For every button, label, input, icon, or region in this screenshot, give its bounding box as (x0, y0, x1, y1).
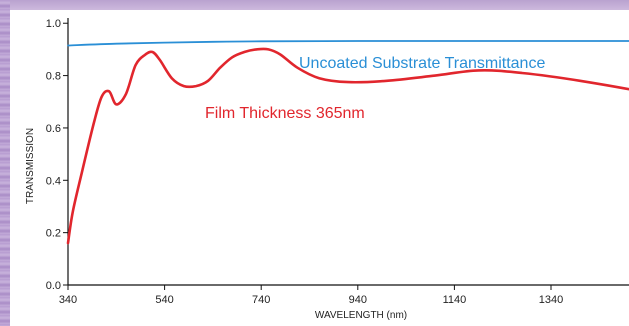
series-line-film-thickness (66, 47, 629, 245)
labels: Uncoated Substrate Transmittance Film Th… (25, 55, 545, 321)
ticks: 340540740940114013401540174019400.00.20.… (46, 18, 564, 306)
x-tick-label: 740 (252, 294, 270, 306)
x-tick-label: 540 (155, 294, 173, 306)
series-label-film-thickness: Film Thickness 365nm (205, 105, 365, 122)
series (66, 40, 629, 245)
x-tick-label: 1140 (443, 294, 467, 306)
y-tick-label: 0.6 (46, 123, 61, 135)
series-label-uncoated-substrate: Uncoated Substrate Transmittance (299, 55, 545, 72)
decorative-frame-top (0, 0, 629, 10)
series-line-uncoated-substrate (67, 40, 629, 47)
x-tick-label: 1340 (539, 294, 563, 306)
y-axis-title: TRANSMISSION (25, 128, 36, 204)
x-tick-label: 940 (349, 294, 367, 306)
y-tick-label: 0.0 (46, 280, 61, 292)
y-tick-label: 0.2 (46, 228, 61, 240)
x-axis-title: WAVELENGTH (nm) (315, 310, 407, 321)
y-tick-label: 0.4 (46, 175, 61, 187)
decorative-frame-left (0, 0, 10, 326)
y-tick-label: 1.0 (46, 18, 61, 30)
x-tick-label: 340 (59, 294, 77, 306)
y-tick-label: 0.8 (46, 71, 61, 83)
